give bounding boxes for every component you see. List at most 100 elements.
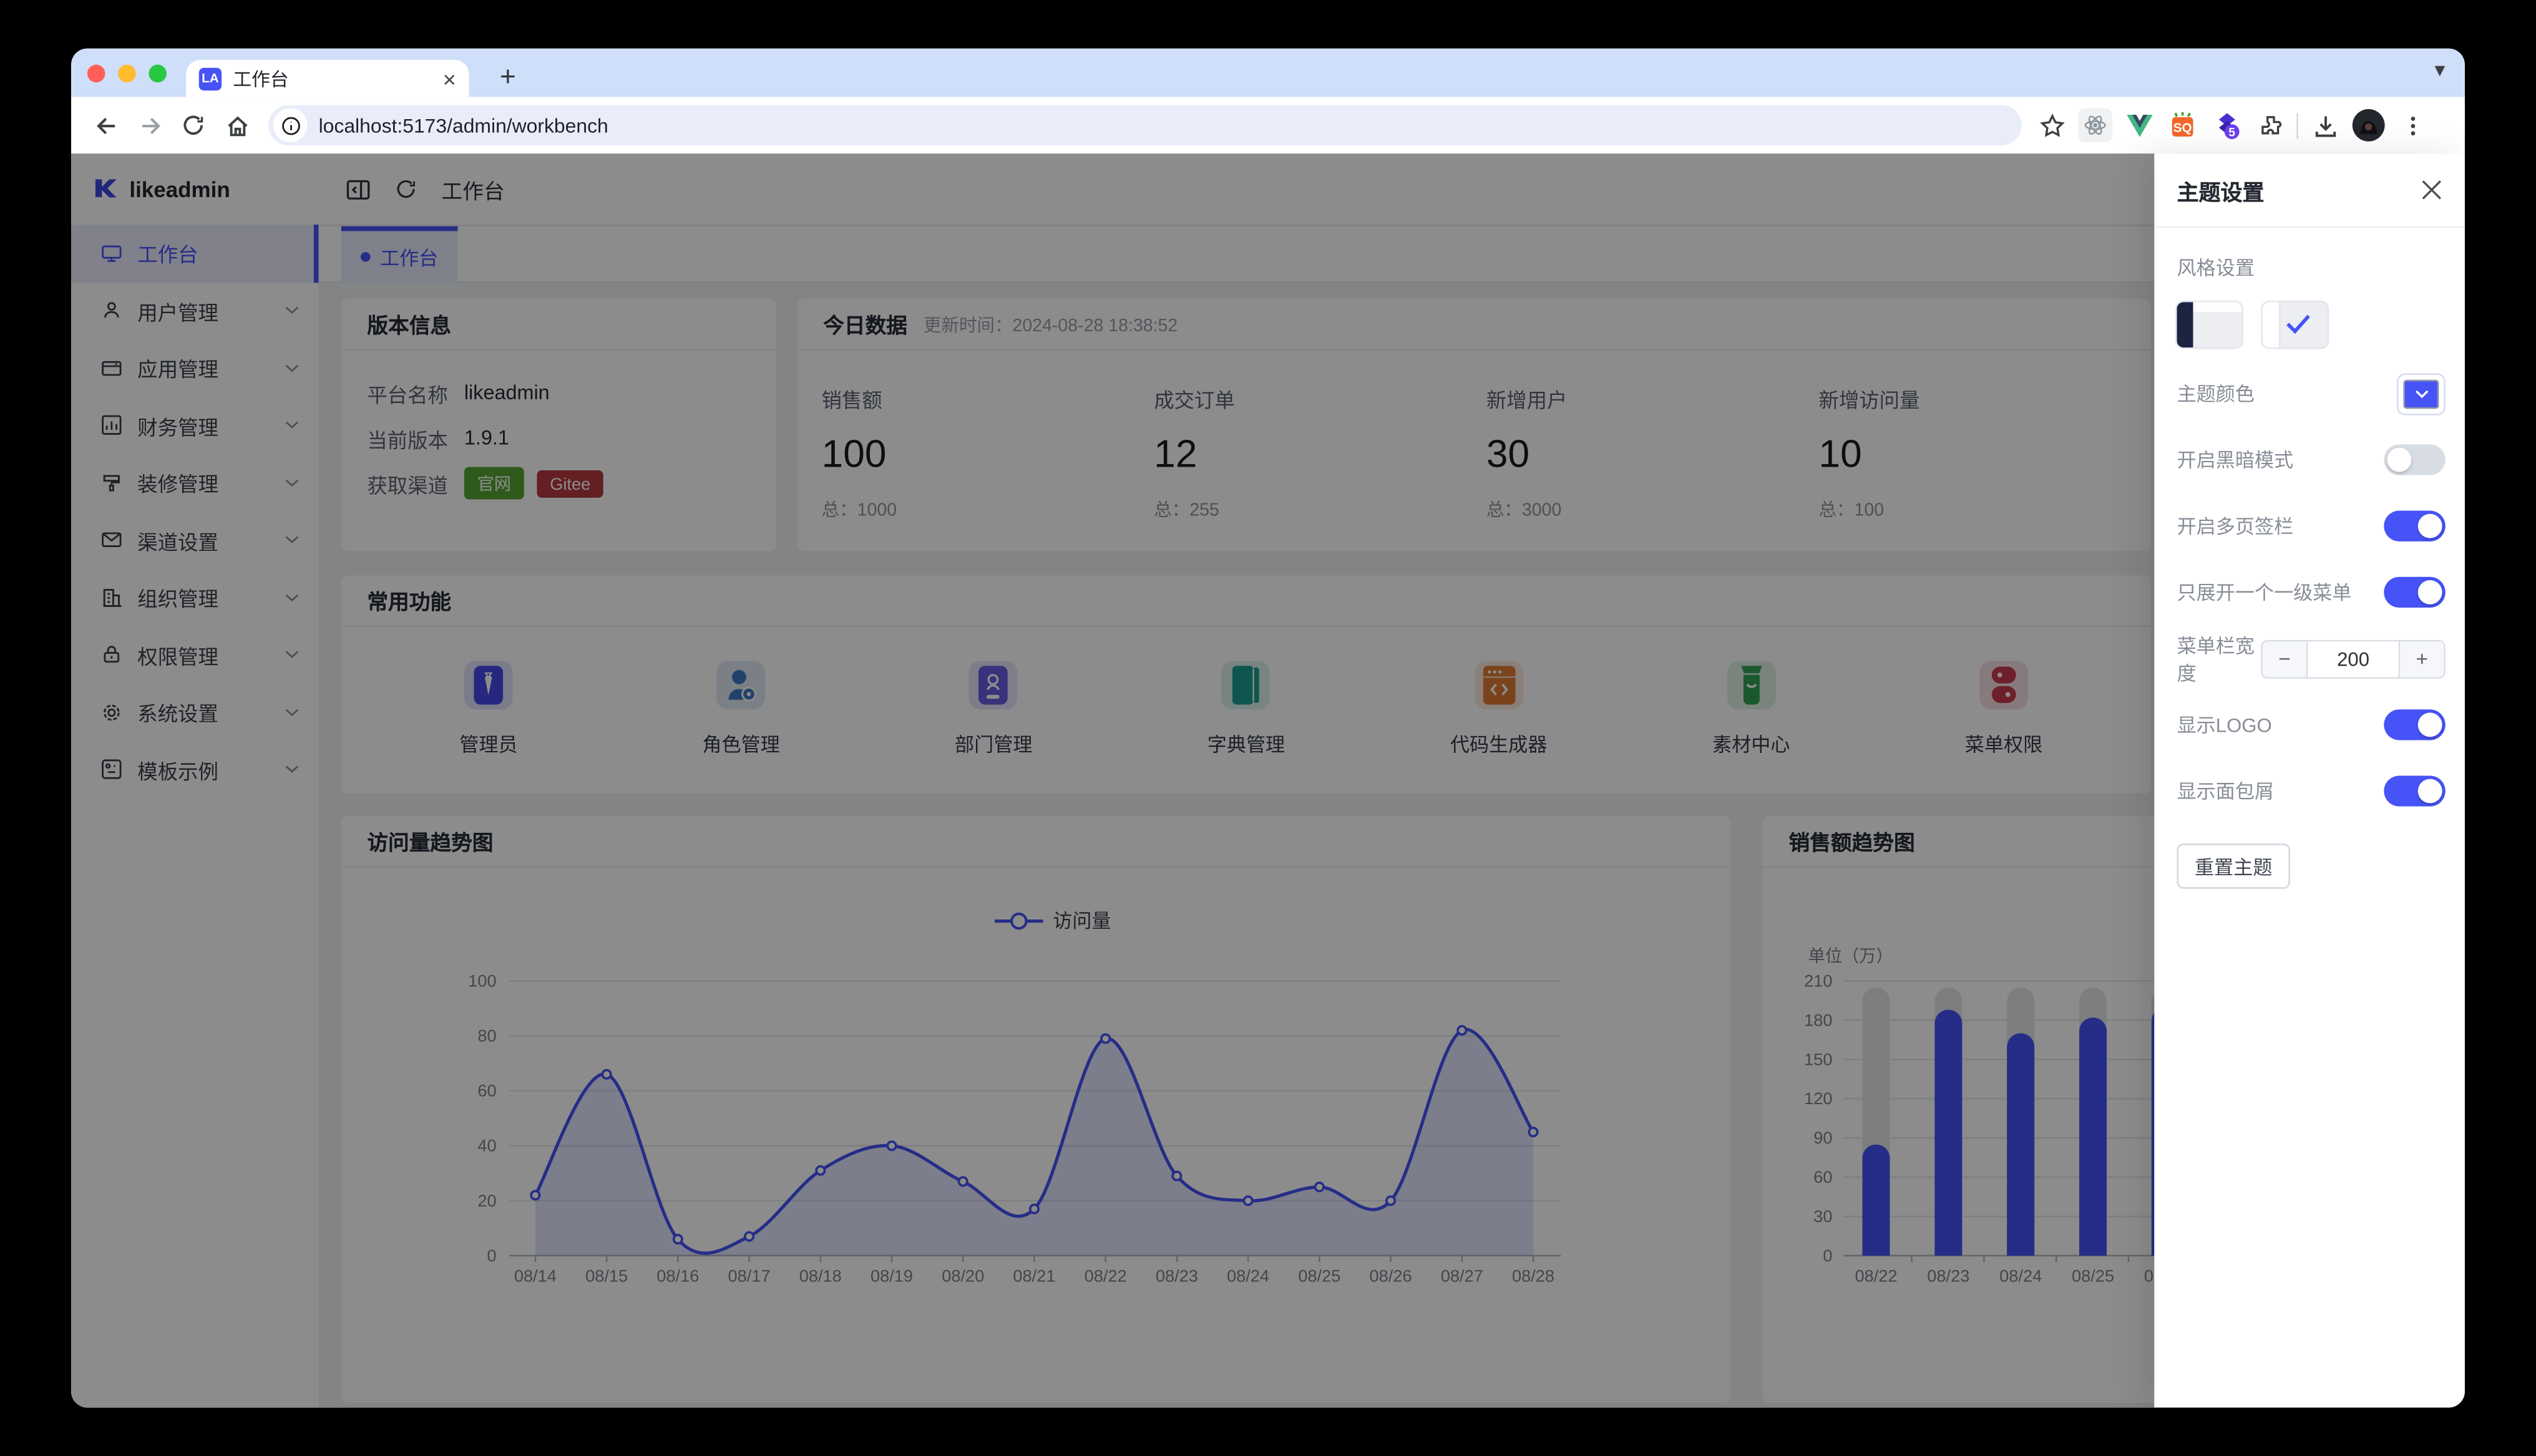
tab-search-chevron-icon[interactable]: ▼ — [2431, 61, 2449, 81]
sidebar-item-装修管理[interactable]: 装修管理 — [71, 454, 319, 512]
setting-label: 显示LOGO — [2177, 714, 2272, 737]
reset-theme-button[interactable]: 重置主题 — [2177, 843, 2290, 889]
downloads-icon[interactable] — [2308, 109, 2341, 142]
sidebar-item-应用管理[interactable]: 应用管理 — [71, 339, 319, 397]
function-角色管理[interactable]: 角色管理 — [615, 661, 867, 758]
toggle-只展开一个一级菜单[interactable] — [2384, 576, 2446, 608]
function-代码生成器[interactable]: 代码生成器 — [1372, 661, 1625, 758]
thumb-topbar — [2193, 302, 2242, 312]
channel-badges: 官网 Gitee — [464, 467, 617, 500]
sidebar-item-组织管理[interactable]: 组织管理 — [71, 569, 319, 626]
monitor-icon — [100, 242, 123, 265]
sidebar-item-label: 用户管理 — [137, 301, 218, 325]
ext-purple-badge-icon[interactable]: 5 — [2209, 109, 2243, 142]
sidebar-item-系统设置[interactable]: 系统设置 — [71, 684, 319, 741]
bookmark-star-icon[interactable] — [2034, 109, 2068, 142]
zoom-window-icon[interactable] — [149, 64, 167, 82]
refresh-page-icon[interactable] — [394, 178, 417, 200]
reload-icon[interactable] — [172, 104, 215, 147]
svg-text:08/22: 08/22 — [1085, 1266, 1127, 1285]
close-panel-icon[interactable] — [2421, 180, 2442, 201]
home-icon[interactable] — [215, 104, 259, 147]
common-functions-row: 管理员 角色管理 部门管理 字典管理 代码生成器 素材中心 菜单权限 — [341, 661, 2151, 758]
channel-badge-官网[interactable]: 官网 — [464, 467, 524, 500]
ext-vue-icon[interactable] — [2122, 109, 2155, 142]
org-icon — [100, 586, 123, 609]
dept-icon — [969, 661, 1018, 710]
channel-badge-Gitee[interactable]: Gitee — [537, 470, 604, 498]
traffic-lights[interactable] — [87, 64, 167, 82]
url-bar[interactable]: localhost:5173/admin/workbench — [268, 105, 2022, 146]
tab-close-icon[interactable]: × — [442, 65, 456, 92]
collapse-sidebar-icon[interactable] — [346, 177, 371, 201]
chevron-down-icon — [285, 593, 299, 603]
browser-tab[interactable]: LA 工作台 × — [186, 59, 469, 97]
close-window-icon[interactable] — [87, 64, 105, 82]
extensions-puzzle-icon[interactable] — [2253, 109, 2286, 142]
legend-visits[interactable]: 访问量 — [1053, 910, 1111, 932]
setting-label: 只展开一个一级菜单 — [2177, 581, 2352, 604]
stepper-value[interactable]: 200 — [2306, 641, 2401, 677]
sidebar: likeadmin 工作台用户管理应用管理财务管理装修管理 渠道设置 组织管理 权限管… — [71, 153, 319, 1408]
svg-text:08/19: 08/19 — [871, 1266, 913, 1285]
avatar[interactable] — [2351, 109, 2385, 142]
chevron-down-icon — [285, 363, 299, 373]
ext-react-icon[interactable] — [2078, 108, 2112, 142]
ext-sq-icon[interactable]: SQ — [2165, 109, 2199, 142]
url-text: localhost:5173/admin/workbench — [318, 114, 608, 137]
minimize-window-icon[interactable] — [118, 64, 136, 82]
setting-row-菜单栏宽度: 菜单栏宽度 −200 + — [2177, 626, 2446, 692]
layout-style-light-selected[interactable] — [2262, 302, 2328, 347]
function-管理员[interactable]: 管理员 — [363, 661, 615, 758]
brand-row[interactable]: likeadmin — [71, 153, 319, 225]
theme-color-picker[interactable] — [2397, 372, 2446, 415]
sidebar-item-工作台[interactable]: 工作台 — [71, 225, 319, 283]
sidebar-item-财务管理[interactable]: 财务管理 — [71, 397, 319, 454]
channel-row: 获取渠道 官网 Gitee — [341, 460, 776, 506]
toggle-knob — [2417, 712, 2442, 737]
toggle-开启黑暗模式[interactable] — [2384, 444, 2446, 475]
chevron-down-icon — [285, 306, 299, 316]
chrome-menu-icon[interactable] — [2395, 109, 2429, 142]
stepper-minus-button[interactable]: − — [2262, 641, 2306, 677]
modal-overlay[interactable] — [71, 153, 2465, 1408]
site-info-icon[interactable] — [273, 108, 308, 142]
toggle-开启多页签栏[interactable] — [2384, 510, 2446, 541]
toggle-显示面包屑[interactable] — [2384, 775, 2446, 807]
sidebar-item-label: 应用管理 — [137, 359, 218, 382]
sidebar-menu: 工作台用户管理应用管理财务管理装修管理 渠道设置 组织管理 权限管理 系统设置模板示例 — [71, 225, 319, 798]
sidebar-item-模板示例[interactable]: 模板示例 — [71, 741, 319, 798]
function-菜单权限[interactable]: 菜单权限 — [1878, 661, 2130, 758]
function-素材中心[interactable]: 素材中心 — [1625, 661, 1878, 758]
svg-text:08/28: 08/28 — [1512, 1266, 1554, 1285]
likeadmin-logo-icon — [95, 179, 117, 198]
tab-favicon-icon: LA — [198, 67, 222, 90]
toggle-显示LOGO[interactable] — [2384, 709, 2446, 740]
tab-workbench[interactable]: 工作台 — [341, 226, 458, 283]
setting-label: 开启多页签栏 — [2177, 515, 2294, 538]
stat-total: 总：3000 — [1486, 501, 1562, 521]
selected-check-icon — [2286, 314, 2310, 334]
function-部门管理[interactable]: 部门管理 — [867, 661, 1120, 758]
chevron-down-icon — [285, 478, 299, 488]
forward-icon[interactable] — [128, 104, 172, 147]
back-icon[interactable] — [84, 104, 128, 147]
setting-row-显示面包屑: 显示面包屑 — [2177, 758, 2446, 824]
version-card: 版本信息 平台名称 likeadmin 当前版本 1.9.1 获 — [341, 299, 777, 551]
sidebar-item-渠道设置[interactable]: 渠道设置 — [71, 512, 319, 569]
sidebar-item-label: 模板示例 — [137, 760, 218, 784]
sidebar-item-用户管理[interactable]: 用户管理 — [71, 282, 319, 339]
setting-row-开启多页签栏: 开启多页签栏 — [2177, 493, 2446, 559]
layout-style-dark-sidebar[interactable] — [2177, 302, 2242, 347]
new-tab-button[interactable]: + — [499, 61, 516, 92]
stepper-plus-button[interactable]: + — [2400, 641, 2444, 677]
platform-name-row: 平台名称 likeadmin — [341, 370, 776, 415]
sidebar-item-权限管理[interactable]: 权限管理 — [71, 626, 319, 684]
svg-text:08/27: 08/27 — [1441, 1266, 1483, 1285]
svg-text:90: 90 — [1813, 1128, 1832, 1147]
svg-text:08/22: 08/22 — [1855, 1266, 1897, 1285]
function-字典管理[interactable]: 字典管理 — [1120, 661, 1373, 758]
page-header: 工作台 — [318, 153, 2465, 226]
sidebar-item-label: 财务管理 — [137, 416, 218, 439]
svg-text:08/15: 08/15 — [585, 1266, 628, 1285]
